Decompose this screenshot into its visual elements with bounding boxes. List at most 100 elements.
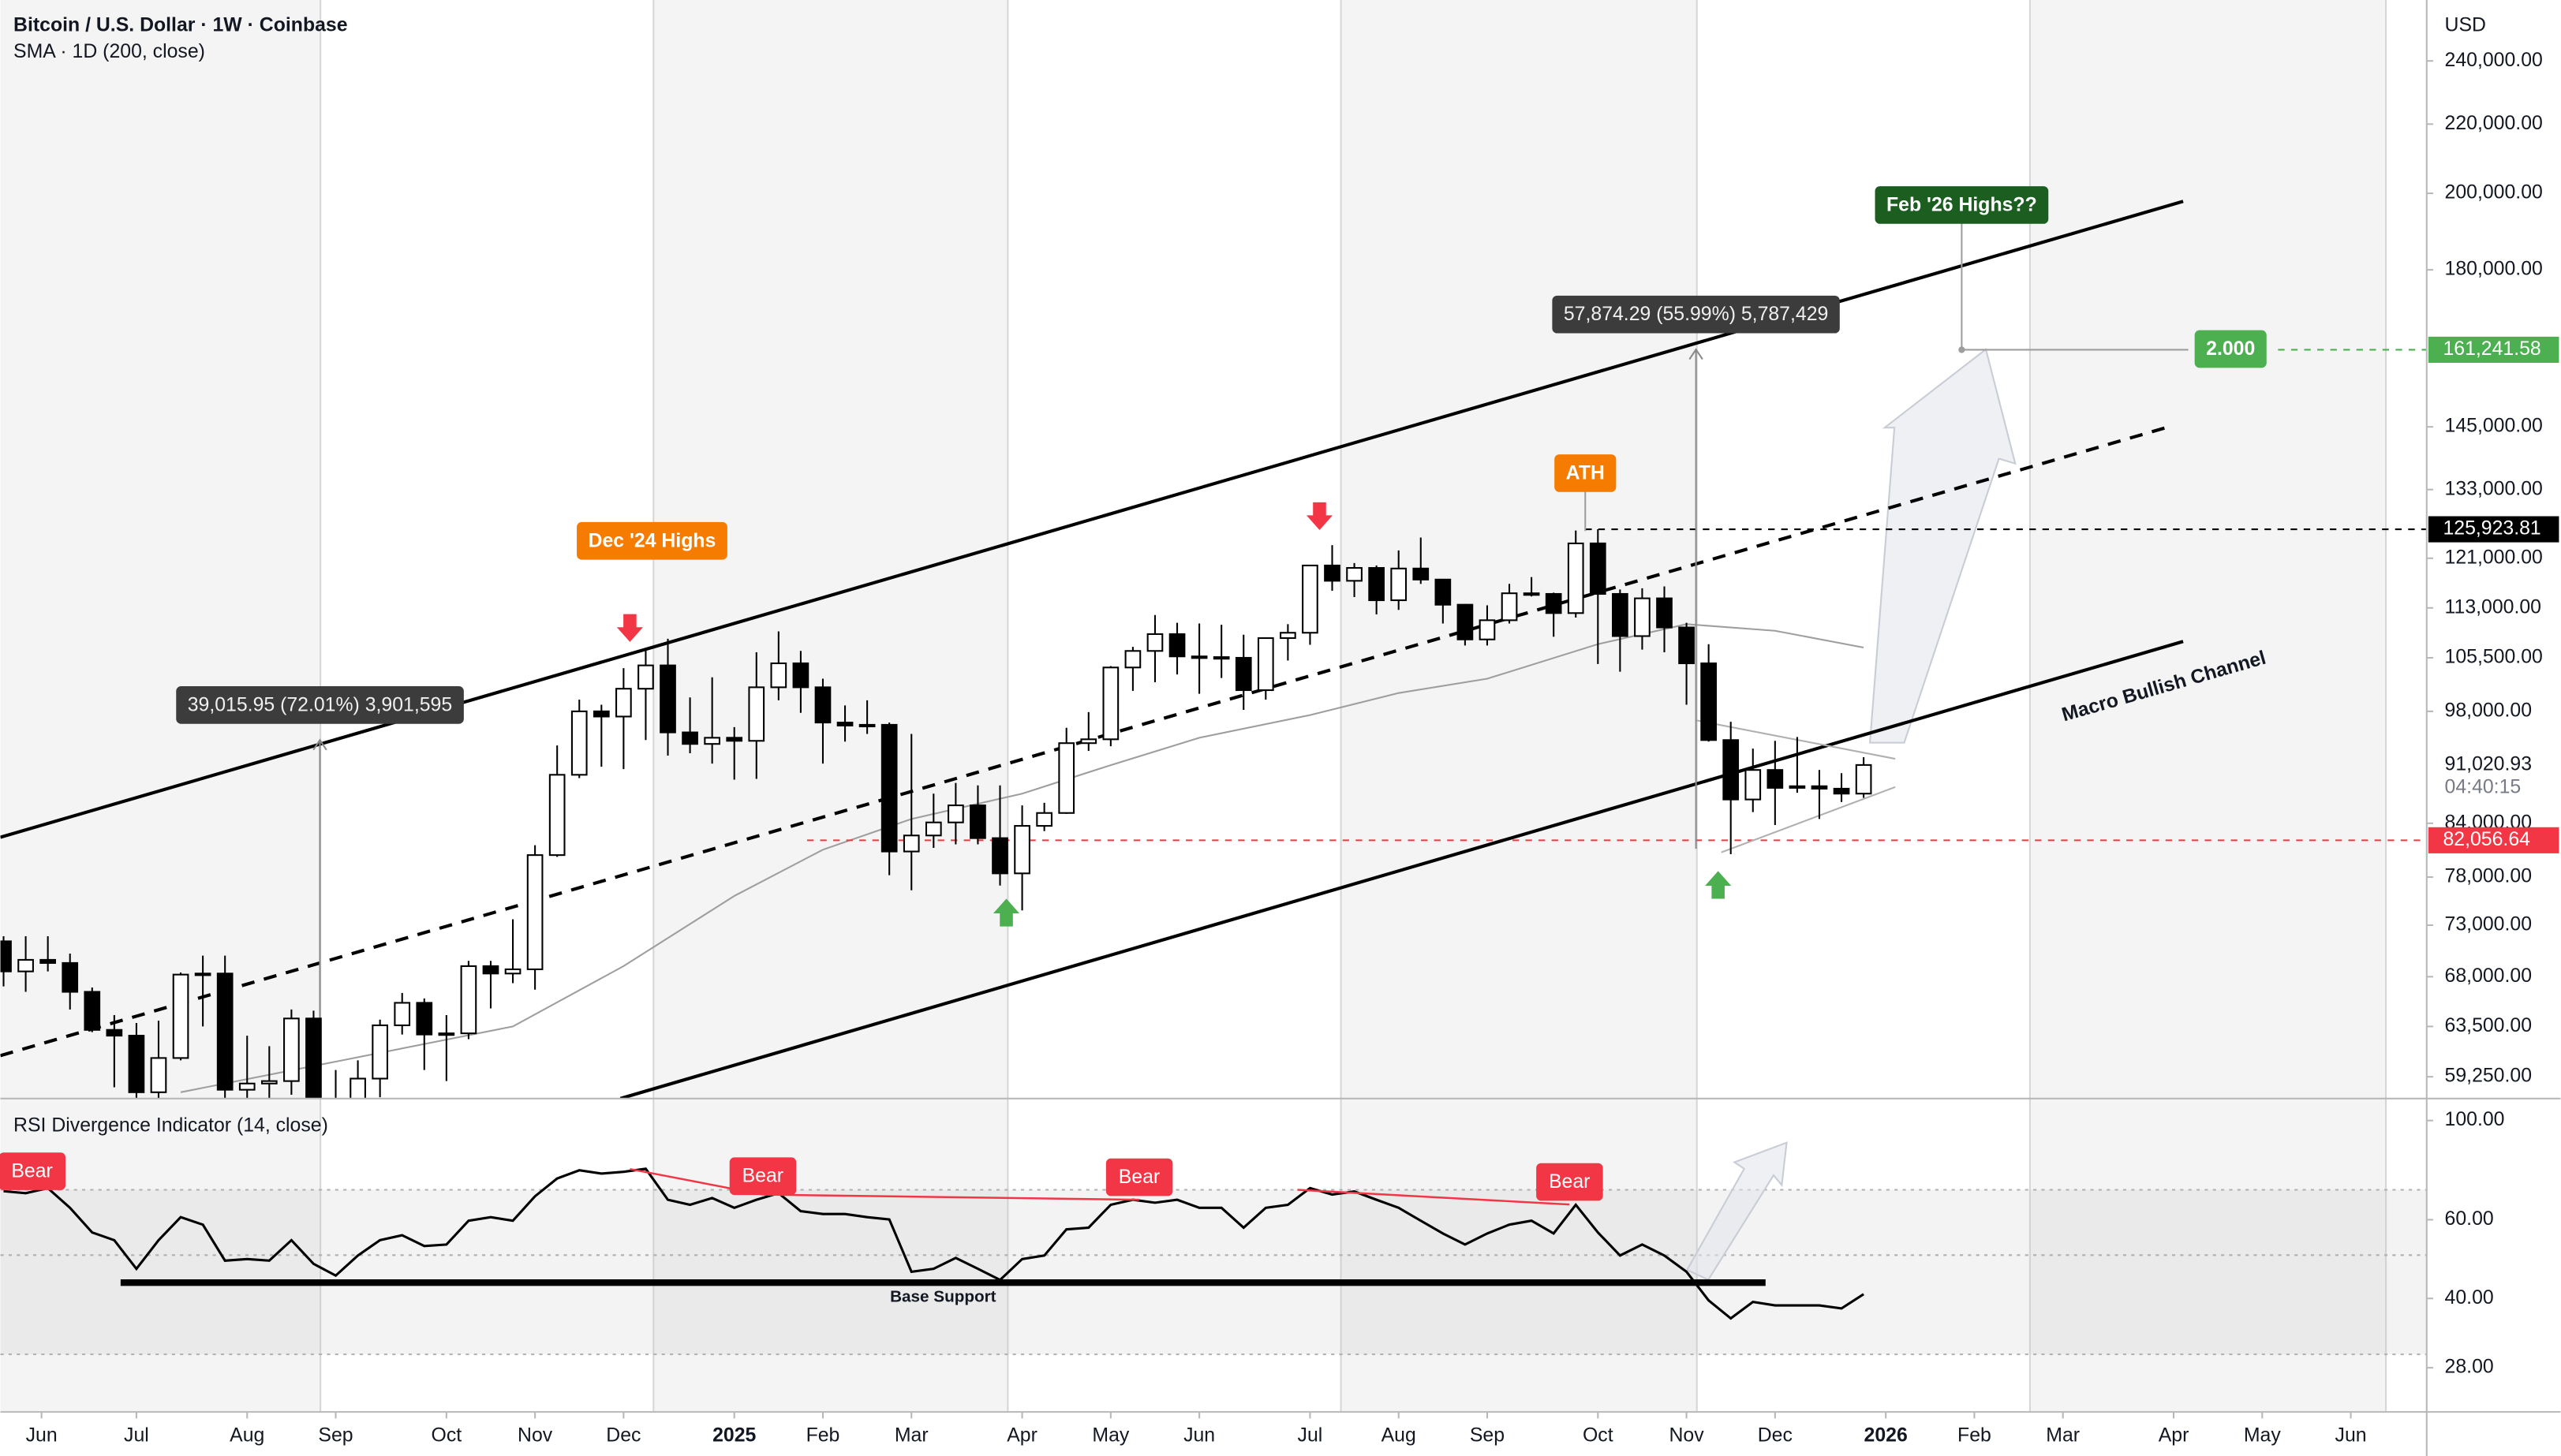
rsi-label-text: Bear xyxy=(1119,1167,1160,1188)
candle-body xyxy=(1434,578,1452,606)
price-pane xyxy=(0,200,2427,1099)
candle-body xyxy=(1412,567,1430,581)
x-tick-label: Jul xyxy=(124,1425,149,1447)
candle-body xyxy=(1811,785,1828,790)
candle-body xyxy=(62,961,79,993)
x-tick-label: Nov xyxy=(1669,1425,1704,1447)
price-label: 91,020.93 xyxy=(2445,753,2532,775)
price-label-box xyxy=(2428,750,2559,800)
rsi-label-text: Bear xyxy=(742,1166,783,1187)
price-label: 125,923.81 xyxy=(2443,518,2540,539)
measure-head xyxy=(312,738,327,751)
candle-body xyxy=(1324,564,1340,582)
candle-body xyxy=(704,737,720,745)
candle-body xyxy=(880,723,898,853)
candle-body xyxy=(1124,650,1142,669)
candle-body xyxy=(39,958,56,964)
y-tick-label: 200,000.00 xyxy=(2445,182,2543,203)
rsi-label: Bear xyxy=(0,1152,66,1190)
candle-body xyxy=(1146,633,1164,652)
rsi-label-box xyxy=(729,1157,797,1196)
measure-label-box xyxy=(176,686,464,724)
candle-body xyxy=(128,1035,145,1093)
candle-body xyxy=(372,1024,388,1080)
price-label-box xyxy=(2428,827,2559,853)
candle-body xyxy=(438,1032,455,1036)
candle-body xyxy=(637,664,654,690)
rsi-label-box xyxy=(1105,1158,1173,1197)
x-tick-label: 2025 xyxy=(712,1425,756,1447)
candle-body xyxy=(814,686,832,724)
candle-body xyxy=(748,686,765,742)
y-tick-label: 68,000.00 xyxy=(2445,965,2532,987)
signal-arrow xyxy=(1306,502,1333,531)
candle-body xyxy=(1058,742,1075,814)
candle-body xyxy=(792,662,809,689)
projection-arrow xyxy=(1685,1141,1788,1281)
candle-body xyxy=(305,1017,322,1099)
candle-body xyxy=(1656,597,1673,629)
candle-body xyxy=(1523,592,1540,596)
annotation-label-box xyxy=(1875,186,2049,224)
chart-title: Bitcoin / U.S. Dollar · 1W · Coinbase xyxy=(13,15,348,36)
candle-body xyxy=(948,805,964,823)
candle-body xyxy=(1390,567,1408,602)
price-label: 161,241.58 xyxy=(2443,338,2540,360)
candle-body xyxy=(172,973,189,1059)
rsi-y-tick-label: 40.00 xyxy=(2445,1287,2494,1309)
candle-body xyxy=(1213,656,1230,660)
candle-body xyxy=(682,731,698,745)
rsi-title: RSI Divergence Indicator (14, close) xyxy=(13,1115,328,1137)
candle-body xyxy=(1235,656,1252,692)
candle-body xyxy=(836,722,854,726)
rsi-annotation-line xyxy=(1297,1189,1570,1206)
annotation-label-text: ATH xyxy=(1566,462,1605,483)
projection-arrow xyxy=(1868,348,2017,744)
candle-body xyxy=(1014,825,1030,875)
candle-body xyxy=(260,1080,278,1085)
candle-body xyxy=(660,664,676,734)
candle-body xyxy=(1456,603,1474,640)
candle-body xyxy=(1479,619,1496,640)
y-tick-label: 78,000.00 xyxy=(2445,866,2532,887)
x-tick-label: Jun xyxy=(1183,1425,1215,1447)
candle-body xyxy=(615,688,632,718)
candle-body xyxy=(1700,662,1717,741)
x-tick-label: Aug xyxy=(230,1425,264,1447)
candle-body xyxy=(1678,626,1695,665)
candle-body xyxy=(394,1002,411,1026)
annotation-label-box xyxy=(577,521,727,560)
measure-head xyxy=(1688,348,1703,360)
rsi-label-text: Bear xyxy=(1549,1171,1590,1193)
x-tick-label: Sep xyxy=(318,1425,353,1447)
rsi-label: Bear xyxy=(1536,1163,1603,1201)
shade xyxy=(2029,0,2387,1413)
rsi-label: Bear xyxy=(729,1157,797,1196)
candle-body xyxy=(106,1029,123,1037)
measure-label-text: 39,015.95 (72.01%) 3,901,595 xyxy=(188,694,452,715)
candle-body xyxy=(482,965,499,975)
annotation-label-text: Feb '26 Highs?? xyxy=(1886,194,2037,215)
y-tick-label: 133,000.00 xyxy=(2445,478,2543,499)
candle-body xyxy=(570,710,588,776)
trendline xyxy=(619,640,2184,1099)
y-tick-label: 59,250.00 xyxy=(2445,1066,2532,1087)
annotation-label: Feb '26 Highs?? xyxy=(1875,186,2049,224)
trendline xyxy=(1695,719,1896,760)
candle-body xyxy=(1501,592,1518,622)
rsi-annotation-text: Base Support xyxy=(890,1287,996,1305)
candle-body xyxy=(504,968,522,975)
y-tick-label: 105,500.00 xyxy=(2445,647,2543,668)
candle-body xyxy=(1789,785,1806,789)
signal-arrow xyxy=(616,614,643,642)
candle-body xyxy=(970,805,986,839)
x-tick-label: Dec xyxy=(606,1425,641,1447)
annotation-label-text: 2.000 xyxy=(2206,338,2255,360)
candle-body xyxy=(593,710,610,718)
rsi-y-tick-label: 28.00 xyxy=(2445,1357,2494,1378)
signal-arrow xyxy=(993,898,1020,927)
price-label: 82,056.64 xyxy=(2443,829,2530,850)
annotation-label-box xyxy=(1554,454,1617,492)
y-tick-label: 73,000.00 xyxy=(2445,914,2532,935)
